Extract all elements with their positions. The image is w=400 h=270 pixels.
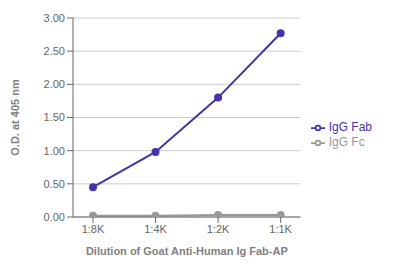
svg-text:1:4K: 1:4K [144, 223, 167, 235]
svg-text:1:8K: 1:8K [82, 223, 105, 235]
svg-text:1:2K: 1:2K [207, 223, 230, 235]
svg-text:0.50: 0.50 [44, 178, 65, 190]
svg-text:Dilution of Goat Anti-Human Ig: Dilution of Goat Anti-Human Ig Fab-AP [86, 245, 288, 257]
svg-text:0.00: 0.00 [44, 211, 65, 223]
svg-text:3.00: 3.00 [44, 12, 65, 24]
html-text:IgG Fab: IgG Fab [328, 120, 372, 135]
svg-text:O.D. at 405 nm: O.D. at 405 nm [9, 79, 21, 156]
svg-text:2.50: 2.50 [44, 45, 65, 57]
svg-text:1.00: 1.00 [44, 145, 65, 157]
svg-text:1.50: 1.50 [44, 111, 65, 123]
svg-text:2.00: 2.00 [44, 78, 65, 90]
svg-text:1:1K: 1:1K [269, 223, 292, 235]
html-text:IgG Fc: IgG Fc [328, 135, 365, 149]
